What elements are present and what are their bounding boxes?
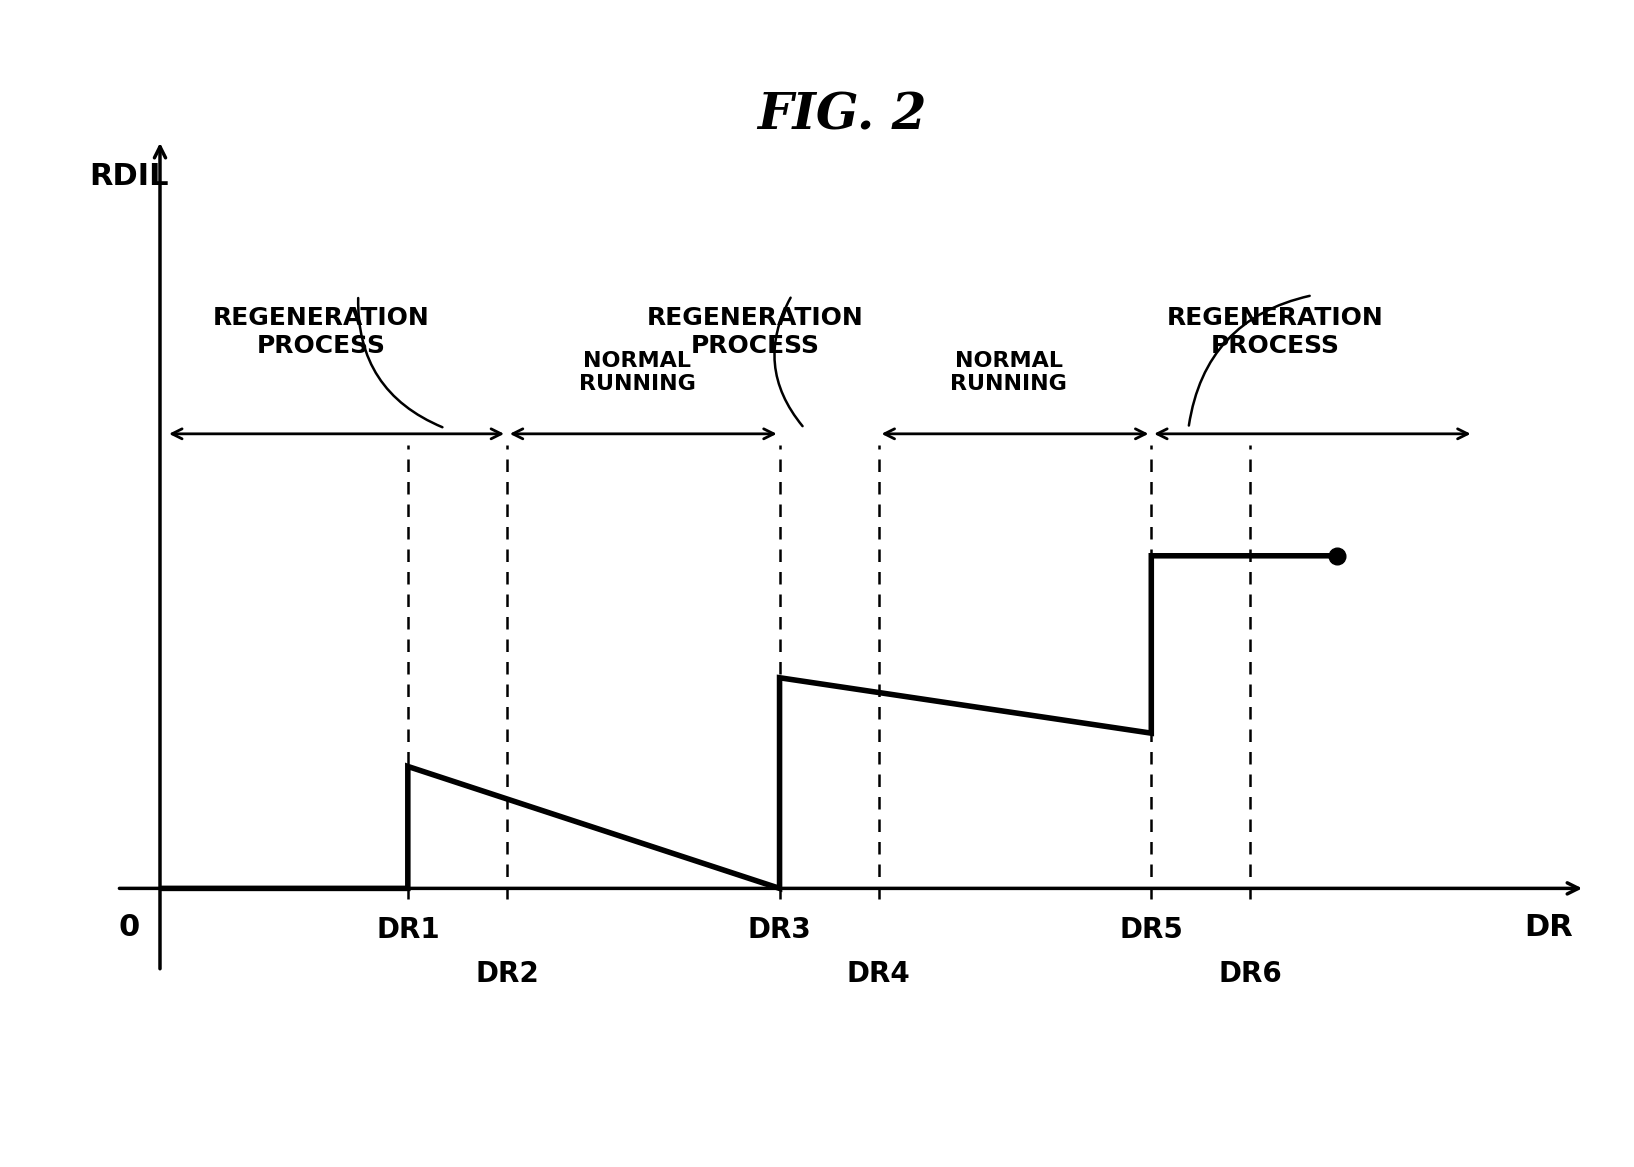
Text: DR5: DR5 [1119, 916, 1183, 944]
Text: FIG. 2: FIG. 2 [757, 91, 926, 140]
Text: RDIL: RDIL [90, 162, 168, 191]
Text: REGENERATION
PROCESS: REGENERATION PROCESS [1167, 306, 1384, 358]
Text: DR4: DR4 [846, 960, 910, 988]
Text: REGENERATION
PROCESS: REGENERATION PROCESS [647, 306, 863, 358]
Text: NORMAL
RUNNING: NORMAL RUNNING [578, 350, 696, 394]
Text: DR2: DR2 [475, 960, 539, 988]
Text: DR3: DR3 [748, 916, 812, 944]
Text: DR: DR [1525, 914, 1572, 942]
Text: NORMAL
RUNNING: NORMAL RUNNING [951, 350, 1067, 394]
Text: REGENERATION
PROCESS: REGENERATION PROCESS [212, 306, 430, 358]
Text: DR6: DR6 [1219, 960, 1283, 988]
Text: DR1: DR1 [376, 916, 440, 944]
Text: 0: 0 [118, 914, 139, 942]
